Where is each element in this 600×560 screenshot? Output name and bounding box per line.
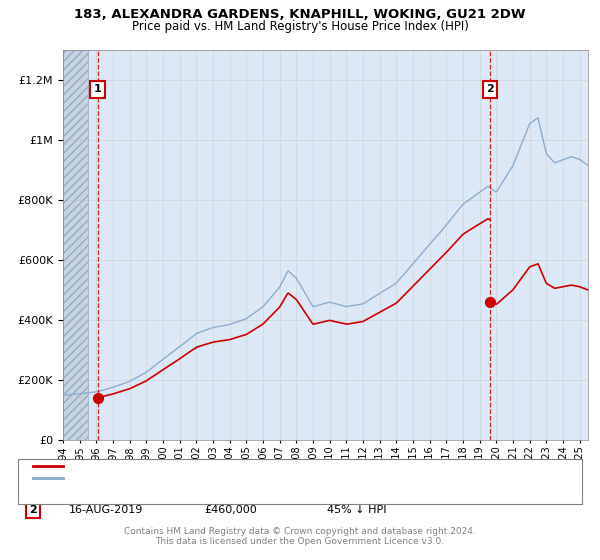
Text: £139,950: £139,950 bbox=[204, 487, 257, 497]
Text: 1: 1 bbox=[29, 487, 37, 497]
Text: £460,000: £460,000 bbox=[204, 505, 257, 515]
Text: Contains HM Land Registry data © Crown copyright and database right 2024.
This d: Contains HM Land Registry data © Crown c… bbox=[124, 526, 476, 546]
Text: 26-JAN-1996: 26-JAN-1996 bbox=[69, 487, 139, 497]
Text: 183, ALEXANDRA GARDENS, KNAPHILL, WOKING, GU21 2DW (detached house): 183, ALEXANDRA GARDENS, KNAPHILL, WOKING… bbox=[69, 461, 479, 471]
Text: 15% ↓ HPI: 15% ↓ HPI bbox=[327, 487, 386, 497]
Text: 45% ↓ HPI: 45% ↓ HPI bbox=[327, 505, 386, 515]
Text: 183, ALEXANDRA GARDENS, KNAPHILL, WOKING, GU21 2DW: 183, ALEXANDRA GARDENS, KNAPHILL, WOKING… bbox=[74, 8, 526, 21]
Text: 2: 2 bbox=[486, 85, 494, 94]
Bar bbox=[63, 50, 88, 440]
Text: 1: 1 bbox=[94, 85, 101, 94]
Text: 16-AUG-2019: 16-AUG-2019 bbox=[69, 505, 143, 515]
Text: 2: 2 bbox=[29, 505, 37, 515]
Point bbox=[485, 297, 495, 306]
Point bbox=[92, 393, 102, 402]
Text: HPI: Average price, detached house, Woking: HPI: Average price, detached house, Woki… bbox=[69, 473, 300, 483]
Text: Price paid vs. HM Land Registry's House Price Index (HPI): Price paid vs. HM Land Registry's House … bbox=[131, 20, 469, 32]
